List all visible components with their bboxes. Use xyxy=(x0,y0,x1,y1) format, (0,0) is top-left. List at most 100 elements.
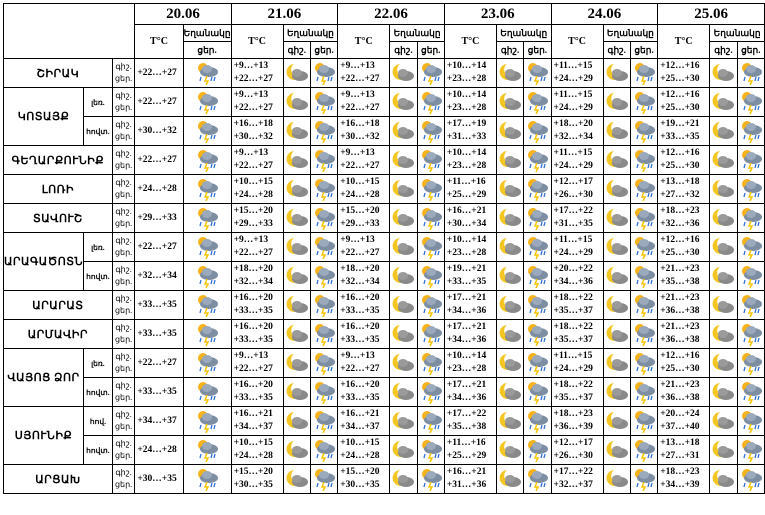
night-temp: +17…+21 xyxy=(446,293,487,303)
weather-icon xyxy=(528,266,549,288)
time-labels: գիշ. ցեր. xyxy=(111,174,136,204)
time-labels: գիշ. ցեր. xyxy=(111,145,136,175)
night-temp: +12…+16 xyxy=(660,351,700,361)
weather-icon xyxy=(286,296,308,313)
region-row: ԳԵՂԱՐՔՈՒՆԻՔ գիշ. ցեր. +22…+27 +9…+13 +22…+27 +… xyxy=(3,145,765,175)
day-temp: +22…+27 xyxy=(233,103,273,113)
time-labels: գիշ. ցեր. xyxy=(111,58,136,88)
day-icon-cell xyxy=(629,290,659,320)
day-icon-cell xyxy=(182,174,232,204)
weather-icon xyxy=(712,122,735,139)
weather-icon xyxy=(712,325,735,342)
weather-icon xyxy=(198,121,219,143)
night-icon-cell xyxy=(602,145,631,175)
night-temp: +10…+14 xyxy=(446,235,487,245)
night-icon-cell xyxy=(282,377,311,407)
day-icon-cell xyxy=(736,116,765,146)
temperature: +11…+16 +25…+29 xyxy=(443,174,497,204)
night-temp: +12…+16 xyxy=(660,61,700,71)
night-icon-cell xyxy=(602,87,631,117)
day-icon-cell xyxy=(309,203,339,233)
day-temp: +22…+27 xyxy=(137,96,177,107)
weather-icon xyxy=(393,325,415,342)
night-icon-cell xyxy=(495,174,525,204)
night-icon-cell xyxy=(389,348,418,378)
weather-icon xyxy=(635,237,656,259)
day-icon-cell xyxy=(736,464,765,494)
weather-icon xyxy=(712,209,735,226)
temperature: +11…+15 +24…+29 xyxy=(550,348,604,378)
day-icon-cell xyxy=(182,377,232,407)
night-temp: +15…+20 xyxy=(233,467,273,477)
temperature: +18…+20 +32…+34 xyxy=(550,116,604,146)
day-icon-cell xyxy=(523,58,552,88)
temperature: +10…+14 +23…+28 xyxy=(443,87,497,117)
night-temp: +10…+15 xyxy=(233,438,273,448)
day-temp: +32…+34 xyxy=(340,277,380,287)
weather-header: Եղանակը xyxy=(182,24,232,42)
weather-icon xyxy=(198,92,219,114)
night-temp: +18…+23 xyxy=(660,206,700,216)
day-icon-cell xyxy=(309,145,339,175)
night-temp: +11…+16 xyxy=(446,438,486,448)
weather-icon xyxy=(741,440,762,462)
day-temp: +32…+34 xyxy=(553,132,593,142)
weather-icon xyxy=(528,63,549,85)
night-temp: +10…+14 xyxy=(446,61,487,71)
day-temp: +25…+30 xyxy=(660,161,700,171)
weather-icon xyxy=(712,412,735,429)
night-icon-cell xyxy=(389,58,418,88)
day-icon-cell xyxy=(629,377,659,407)
day-icon-cell xyxy=(736,290,765,320)
night-temp: +18…+22 xyxy=(553,293,593,303)
temperature: +16…+18 +30…+32 xyxy=(337,116,391,146)
day-temp: +22…+27 xyxy=(233,161,273,171)
day-icon-cell xyxy=(523,145,552,175)
day-icon-cell xyxy=(523,377,552,407)
weather-icon xyxy=(635,121,656,143)
day-temp: +34…+36 xyxy=(446,393,487,403)
day-temp: +23…+28 xyxy=(446,364,487,374)
weather-icon xyxy=(528,324,549,346)
temperature: +16…+18 +30…+32 xyxy=(230,116,284,146)
temperature: +11…+15 +24…+29 xyxy=(550,58,604,88)
day-temp: +34…+37 xyxy=(340,422,380,432)
night-icon-cell xyxy=(282,435,311,465)
day-temp: +34…+36 xyxy=(553,277,593,287)
day-icon-cell xyxy=(523,406,552,436)
night-icon-cell xyxy=(709,116,738,146)
header-row: 20.06 21.06 22.06 23.06 24.06 25.06 xyxy=(2,3,765,59)
night-icon-cell xyxy=(602,232,631,262)
day-temp: +22…+27 xyxy=(340,161,380,171)
weather-icon xyxy=(315,121,336,143)
day-temp: +35…+37 xyxy=(553,306,593,316)
day-temp: +27…+32 xyxy=(660,190,700,200)
weather-icon xyxy=(315,469,336,491)
day-label: ցեր. xyxy=(114,422,133,431)
night-icon-cell xyxy=(282,348,311,378)
region-row: ԿՈՏԱՅՔ լեռ. գիշ. ցեր. +22…+27 +9…+13 +22…+27 +9… xyxy=(2,87,765,146)
weather-icon xyxy=(606,383,628,400)
region-name: ԱՐՄԱՎԻՐ xyxy=(3,319,113,349)
weather-icon xyxy=(315,237,336,259)
weather-icon xyxy=(528,92,549,114)
region-row: հովտ. գիշ. ցեր. +30…+32 +16…+18 +30…+32 +16…+1… xyxy=(4,116,765,146)
night-temp: +16…+20 xyxy=(233,293,273,303)
temperature: +10…+15 +24…+28 xyxy=(230,435,284,465)
weather-icon xyxy=(741,324,762,346)
temp-header: T°C xyxy=(443,24,497,59)
day-temp: +36…+38 xyxy=(660,335,700,345)
weather-icon xyxy=(606,151,628,168)
weather-icon xyxy=(315,295,336,317)
day-temp: +30…+35 xyxy=(340,480,380,490)
temperature: +12…+16 +25…+30 xyxy=(657,87,711,117)
temperature: +16…+20 +33…+35 xyxy=(337,377,391,407)
time-labels: գիշ. ցեր. xyxy=(111,435,136,465)
weather-icon xyxy=(315,92,336,114)
night-icon-cell xyxy=(495,87,525,117)
weather-icon xyxy=(198,353,219,375)
day-temp: +24…+29 xyxy=(553,161,593,171)
temperature: +30…+35 xyxy=(134,464,184,494)
weather-icon xyxy=(741,469,762,491)
night-label: գիշ. xyxy=(115,62,132,71)
